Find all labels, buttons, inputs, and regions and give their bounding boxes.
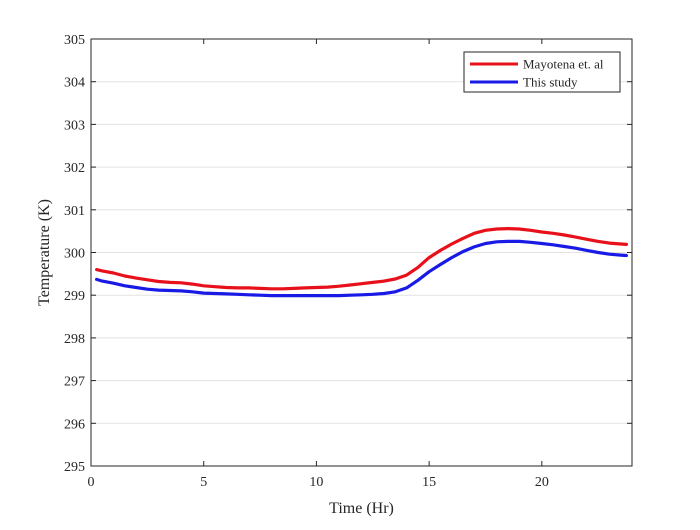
series-line-mayotena [94, 227, 629, 291]
x-tick-label: 0 [88, 475, 95, 490]
legend: Mayotena et. al This study [463, 51, 621, 93]
x-tick-label: 10 [309, 475, 323, 490]
legend-box [463, 51, 621, 93]
legend-label-this-study: This study [523, 75, 578, 90]
y-tick-label: 301 [64, 204, 85, 219]
axis-ticks: 295 296 297 298 299 300 301 302 303 304 305 0 5 10 15 2… [64, 33, 632, 490]
series-line-this-study [94, 239, 629, 298]
y-tick-label: 296 [64, 417, 85, 432]
y-tick-label: 300 [64, 247, 85, 262]
y-tick-label: 295 [64, 460, 85, 475]
grid-lines [91, 81, 632, 424]
x-tick-label: 15 [422, 475, 436, 490]
y-tick-label: 303 [64, 118, 85, 133]
x-tick-label: 5 [200, 475, 207, 490]
series-lines [94, 227, 629, 298]
y-tick-label: 297 [64, 375, 85, 390]
x-axis-title: Time (Hr) [329, 500, 394, 517]
x-tick-label: 20 [535, 475, 549, 490]
y-tick-label: 299 [64, 289, 85, 304]
y-tick-label: 305 [64, 33, 85, 48]
y-tick-label: 302 [64, 161, 85, 176]
y-tick-label: 298 [64, 332, 85, 347]
y-tick-label: 304 [64, 76, 85, 91]
legend-label-mayotena: Mayotena et. al [523, 57, 604, 72]
y-axis-title: Temperature (K) [36, 199, 53, 306]
